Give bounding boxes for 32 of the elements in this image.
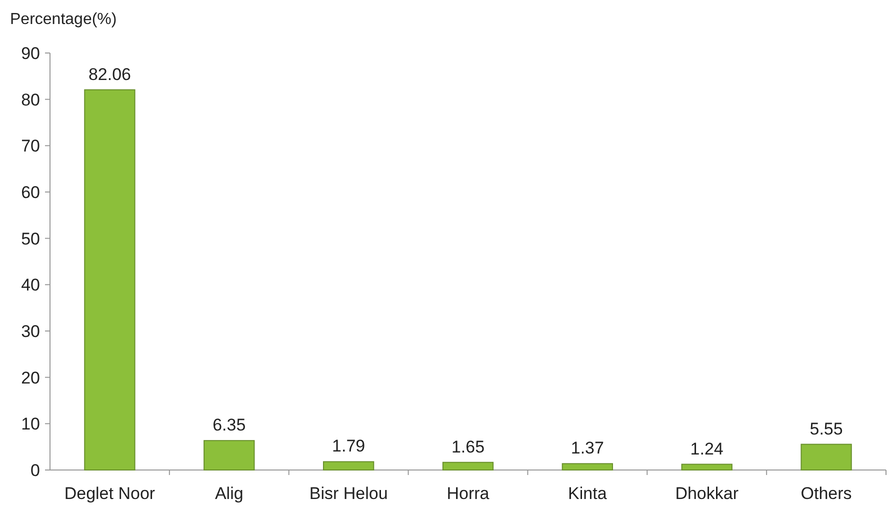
x-tick-label: Others xyxy=(800,484,852,503)
y-tick-label: 70 xyxy=(21,136,40,156)
y-tick-label: 20 xyxy=(21,368,40,388)
data-label: 5.55 xyxy=(810,419,843,438)
y-tick-label: 60 xyxy=(21,182,40,202)
data-label: 1.24 xyxy=(690,439,724,458)
y-tick-label: 10 xyxy=(21,414,40,434)
y-axis-title: Percentage(%) xyxy=(10,11,117,28)
y-tick-label: 30 xyxy=(21,322,40,341)
x-tick-label: Dhokkar xyxy=(675,484,739,503)
data-label: 6.35 xyxy=(212,416,246,435)
bar xyxy=(204,440,255,470)
data-label: 1.79 xyxy=(332,436,366,456)
y-tick-label: 40 xyxy=(21,276,40,295)
bar xyxy=(800,444,852,470)
y-tick-label: 90 xyxy=(21,44,40,63)
x-tick-label: Kinta xyxy=(568,484,608,503)
x-tick-label: Deglet Noor xyxy=(64,484,156,503)
data-label: 1.37 xyxy=(570,438,604,458)
x-tick-label: Horra xyxy=(446,484,490,503)
x-tick-label: Bisr Helou xyxy=(309,484,388,503)
data-label: 82.06 xyxy=(88,64,131,84)
bar xyxy=(84,89,136,470)
y-tick-label: 0 xyxy=(30,460,40,480)
y-tick-label: 80 xyxy=(21,90,40,110)
x-tick-label: Alig xyxy=(214,484,244,503)
bar xyxy=(442,462,494,470)
bar xyxy=(322,461,374,470)
bar xyxy=(562,463,614,470)
bar xyxy=(681,464,732,470)
data-label: 1.65 xyxy=(451,437,485,456)
y-tick-label: 50 xyxy=(21,229,40,248)
